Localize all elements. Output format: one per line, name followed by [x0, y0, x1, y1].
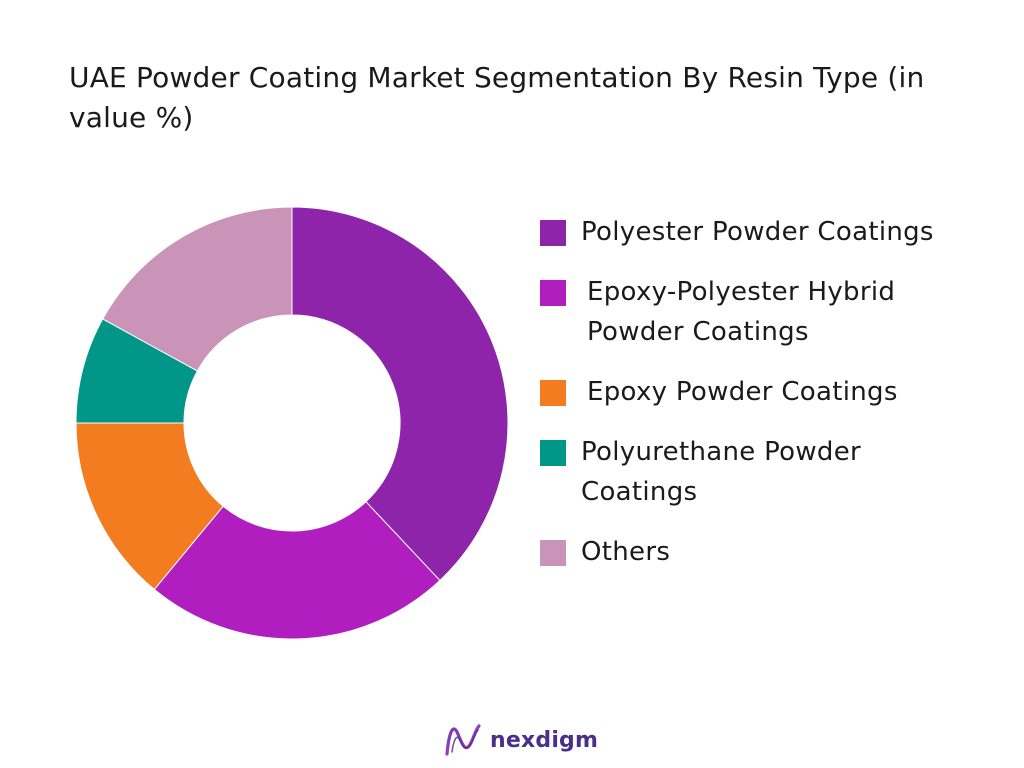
legend-swatch — [540, 380, 566, 406]
legend-swatch — [540, 220, 566, 246]
legend-label: Polyester Powder Coatings — [581, 217, 934, 247]
nexdigm-logo-text: nexdigm — [490, 727, 599, 753]
legend-item-5: Others — [540, 532, 1010, 572]
nexdigm-logo: nexdigm — [444, 722, 598, 758]
chart-title: UAE Powder Coating Market Segmentation B… — [69, 61, 925, 134]
legend-label: Others — [581, 537, 671, 567]
legend-swatch — [540, 440, 566, 466]
legend-label: Polyurethane Powder Coatings — [581, 437, 862, 507]
nexdigm-logo-icon — [445, 724, 481, 756]
legend-label: Epoxy-Polyester Hybrid Powder Coatings — [587, 277, 896, 347]
legend-swatch — [540, 280, 566, 306]
legend-label: Epoxy Powder Coatings — [587, 377, 898, 407]
legend-item-1: Polyester Powder Coatings — [540, 212, 1010, 252]
chart-legend: Polyester Powder Coatings Epoxy-Polyester… — [540, 212, 1010, 572]
legend-item-4: Polyurethane Powder Coatings — [540, 432, 1010, 512]
donut-chart — [75, 206, 509, 640]
legend-item-3: Epoxy Powder Coatings — [540, 372, 1010, 412]
legend-swatch — [540, 540, 566, 566]
donut-slice-2 — [153, 501, 441, 640]
legend-item-2: Epoxy-Polyester Hybrid Powder Coatings — [540, 272, 1010, 352]
donut-slice-3 — [75, 422, 224, 591]
donut-slice-1 — [291, 206, 509, 582]
donut-slice-5 — [102, 206, 293, 372]
